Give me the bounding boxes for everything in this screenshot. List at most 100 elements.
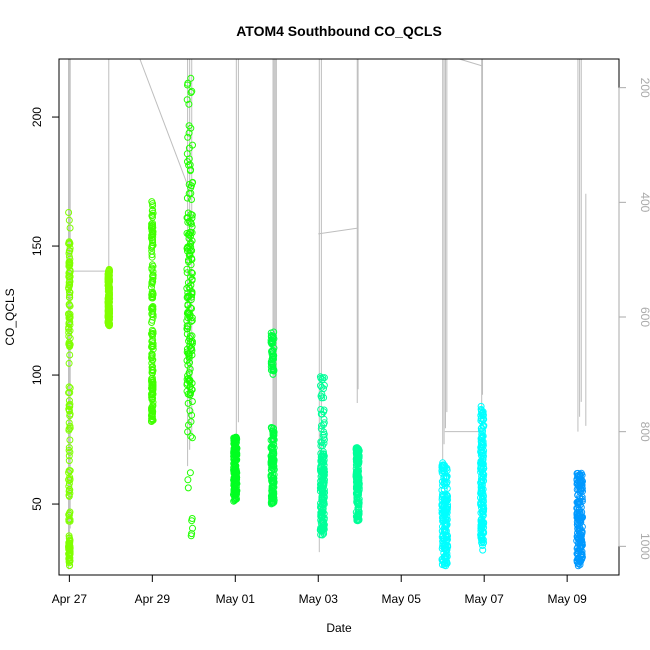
pressure-connector-line <box>318 227 358 235</box>
co-point <box>442 557 450 565</box>
co-point <box>186 407 194 415</box>
co-point <box>479 469 487 477</box>
co-point <box>148 352 156 360</box>
co-point <box>148 319 156 326</box>
co-point <box>318 410 326 418</box>
co-point <box>183 284 191 292</box>
co-point <box>105 306 113 314</box>
co-point <box>65 480 73 487</box>
co-point <box>65 406 73 414</box>
co-point <box>477 411 485 419</box>
co-point <box>318 439 326 446</box>
co-point <box>105 319 113 327</box>
co-point <box>184 209 192 217</box>
co-point <box>149 387 157 395</box>
co-point <box>232 435 240 443</box>
co-point <box>318 422 325 430</box>
co-point <box>185 292 193 300</box>
co-point <box>440 549 448 557</box>
co-point <box>317 465 324 473</box>
co-point <box>149 239 157 247</box>
co-point <box>105 278 113 286</box>
co-point <box>478 519 485 527</box>
co-point <box>149 332 156 340</box>
co-point <box>578 555 586 563</box>
co-point <box>183 96 191 104</box>
co-point <box>65 238 73 246</box>
co-point <box>185 352 193 360</box>
co-point <box>317 406 325 413</box>
co-point <box>439 537 447 545</box>
co-point <box>184 372 192 380</box>
co-point <box>149 363 156 371</box>
co-point <box>478 466 486 474</box>
right-y-tick-label: 1000 <box>638 533 650 560</box>
co-point <box>148 231 156 239</box>
co-point <box>189 178 197 186</box>
co-point <box>65 444 73 452</box>
co-point <box>578 471 586 479</box>
co-point <box>232 488 240 496</box>
co-point <box>270 352 278 359</box>
co-point <box>443 485 451 492</box>
co-point <box>188 196 195 203</box>
co-point <box>270 483 278 491</box>
co-point <box>231 445 239 453</box>
co-point <box>441 469 449 476</box>
co-point <box>477 527 485 535</box>
co-point <box>187 228 195 236</box>
co-point <box>440 473 448 481</box>
co-point <box>268 487 276 495</box>
y-tick-label: 50 <box>30 497 44 511</box>
co-point <box>320 406 328 414</box>
co-point <box>148 212 156 220</box>
co-point <box>148 220 156 228</box>
co-point <box>268 449 276 457</box>
co-point <box>574 491 582 499</box>
co-point <box>184 484 192 492</box>
co-point <box>320 381 328 389</box>
co-point <box>66 554 74 562</box>
co-point <box>269 447 277 454</box>
co-point <box>574 500 582 508</box>
co-point <box>440 558 447 566</box>
co-point <box>65 301 73 309</box>
co-point <box>187 418 195 426</box>
co-point <box>477 457 485 465</box>
co-point <box>269 431 277 439</box>
co-point <box>578 493 586 501</box>
co-point <box>188 398 196 405</box>
plot-frame <box>58 58 620 576</box>
co-point <box>148 366 156 373</box>
x-tick-label: May 09 <box>547 592 587 606</box>
co-point <box>480 507 487 515</box>
co-point <box>148 391 156 399</box>
co-point <box>355 486 363 494</box>
co-point <box>65 452 73 460</box>
co-point <box>231 496 239 503</box>
y-axis-label: CO_QCLS <box>3 288 17 345</box>
co-point <box>317 481 324 489</box>
co-point <box>183 265 191 273</box>
co-point <box>183 381 191 389</box>
co-point <box>441 498 449 506</box>
x-tick-label: May 01 <box>216 592 256 606</box>
co-point <box>185 155 193 163</box>
co-point <box>185 129 193 137</box>
co-point <box>105 310 113 318</box>
co-point <box>149 200 156 208</box>
co-point <box>231 481 239 489</box>
co-point <box>477 427 485 435</box>
co-point <box>65 314 73 322</box>
right-y-tick-label: 600 <box>638 307 650 327</box>
co-point <box>186 332 194 340</box>
co-point <box>65 332 73 340</box>
co-point <box>355 497 363 505</box>
co-point <box>149 274 157 282</box>
co-point <box>149 408 157 416</box>
co-point <box>149 202 157 210</box>
co-point <box>318 390 326 398</box>
co-point <box>66 351 74 359</box>
co-point <box>353 515 361 523</box>
chart-title: ATOM4 Southbound CO_QCLS <box>236 23 442 39</box>
